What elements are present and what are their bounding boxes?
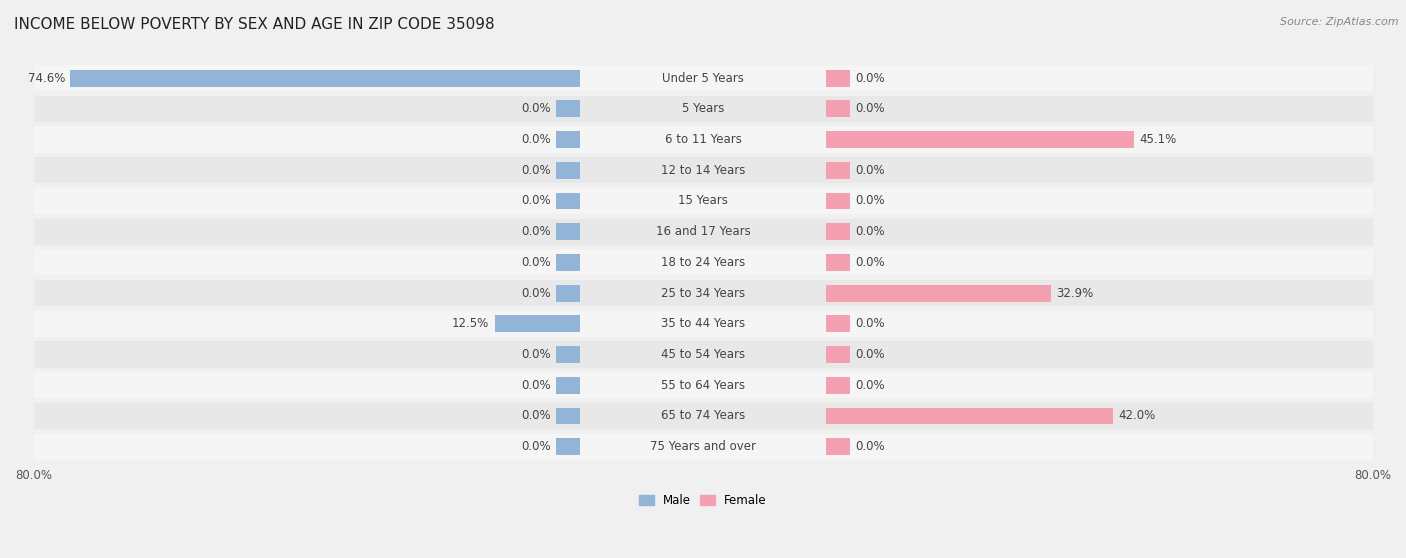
Text: 0.0%: 0.0% [522,379,551,392]
Bar [34,372,1372,398]
Bar [825,407,1114,425]
Text: 0.0%: 0.0% [855,379,884,392]
Bar [495,315,581,332]
Bar [34,219,1372,245]
Text: 0.0%: 0.0% [522,440,551,453]
Text: 0.0%: 0.0% [522,410,551,422]
Text: 65 to 74 Years: 65 to 74 Years [661,410,745,422]
Bar [825,193,849,209]
Bar [34,65,1372,91]
Text: 0.0%: 0.0% [855,318,884,330]
Bar [557,254,581,271]
Text: 35 to 44 Years: 35 to 44 Years [661,318,745,330]
Bar [825,285,1050,301]
Bar [825,315,849,332]
Text: 12 to 14 Years: 12 to 14 Years [661,163,745,177]
Text: 5 Years: 5 Years [682,102,724,116]
Bar [557,407,581,425]
Bar [557,223,581,240]
Bar [557,131,581,148]
Bar [825,70,849,86]
Bar [557,346,581,363]
Bar [557,162,581,179]
Text: 0.0%: 0.0% [522,163,551,177]
Text: 12.5%: 12.5% [451,318,489,330]
Legend: Male, Female: Male, Female [634,489,772,512]
Bar [34,96,1372,122]
Bar [825,346,849,363]
Text: 45 to 54 Years: 45 to 54 Years [661,348,745,361]
Bar [825,131,1135,148]
Text: 0.0%: 0.0% [855,256,884,269]
Text: 25 to 34 Years: 25 to 34 Years [661,287,745,300]
Text: 0.0%: 0.0% [855,71,884,85]
Bar [34,127,1372,152]
Bar [70,70,581,86]
Text: 0.0%: 0.0% [855,225,884,238]
Text: 0.0%: 0.0% [522,194,551,208]
Text: 0.0%: 0.0% [522,256,551,269]
Text: 0.0%: 0.0% [855,440,884,453]
Text: 0.0%: 0.0% [522,225,551,238]
Text: 16 and 17 Years: 16 and 17 Years [655,225,751,238]
Text: Under 5 Years: Under 5 Years [662,71,744,85]
Text: 74.6%: 74.6% [28,71,65,85]
Bar [557,285,581,301]
Bar [34,249,1372,276]
Text: 0.0%: 0.0% [855,194,884,208]
Bar [34,188,1372,214]
Bar [34,403,1372,429]
Bar [34,157,1372,183]
Bar [557,438,581,455]
Bar [557,100,581,117]
Bar [825,223,849,240]
Text: 6 to 11 Years: 6 to 11 Years [665,133,741,146]
Text: 0.0%: 0.0% [855,348,884,361]
Text: Source: ZipAtlas.com: Source: ZipAtlas.com [1281,17,1399,27]
Text: 45.1%: 45.1% [1139,133,1177,146]
Bar [34,434,1372,460]
Bar [34,311,1372,337]
Bar [825,100,849,117]
Bar [34,341,1372,368]
Text: 0.0%: 0.0% [855,102,884,116]
Bar [825,438,849,455]
Text: 0.0%: 0.0% [522,287,551,300]
Bar [825,162,849,179]
Bar [34,280,1372,306]
Text: 0.0%: 0.0% [522,133,551,146]
Text: 75 Years and over: 75 Years and over [650,440,756,453]
Text: 42.0%: 42.0% [1118,410,1156,422]
Text: INCOME BELOW POVERTY BY SEX AND AGE IN ZIP CODE 35098: INCOME BELOW POVERTY BY SEX AND AGE IN Z… [14,17,495,32]
Bar [825,377,849,394]
Text: 15 Years: 15 Years [678,194,728,208]
Bar [557,193,581,209]
Bar [557,377,581,394]
Text: 18 to 24 Years: 18 to 24 Years [661,256,745,269]
Bar [825,254,849,271]
Text: 0.0%: 0.0% [855,163,884,177]
Text: 32.9%: 32.9% [1056,287,1094,300]
Text: 0.0%: 0.0% [522,102,551,116]
Text: 55 to 64 Years: 55 to 64 Years [661,379,745,392]
Text: 0.0%: 0.0% [522,348,551,361]
